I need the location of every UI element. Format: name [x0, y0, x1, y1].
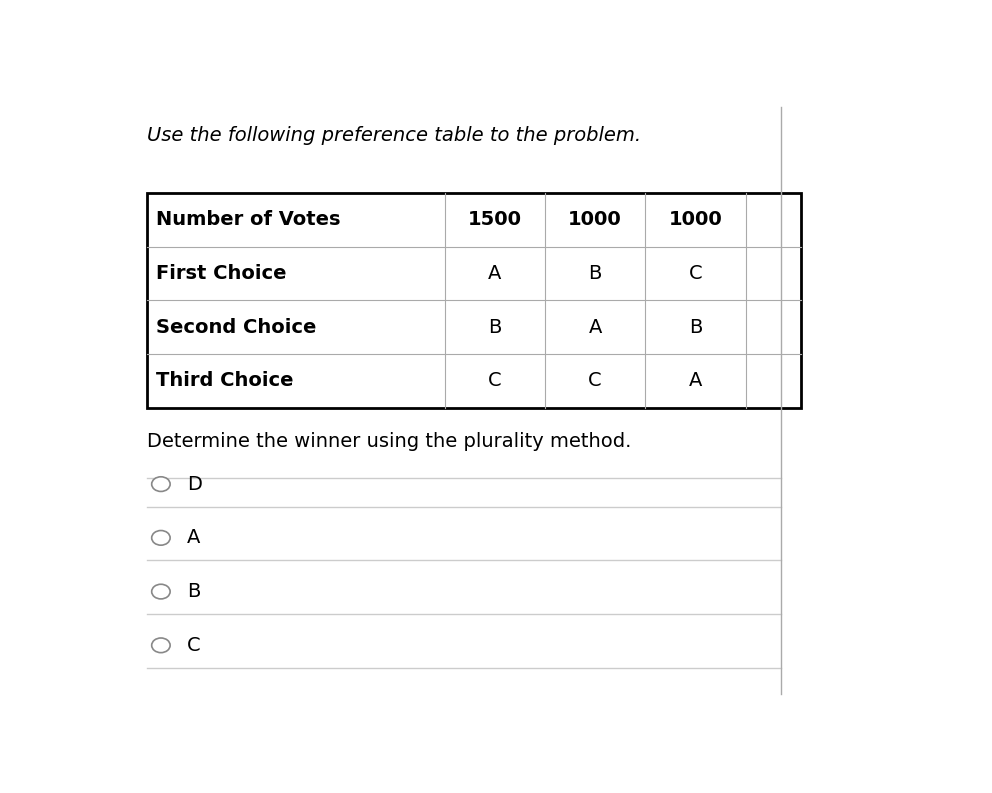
Text: 1000: 1000: [568, 210, 622, 229]
Circle shape: [152, 584, 171, 599]
Text: First Choice: First Choice: [157, 264, 287, 283]
Text: Third Choice: Third Choice: [157, 371, 294, 390]
Text: C: C: [488, 371, 502, 390]
Text: C: C: [588, 371, 602, 390]
Bar: [147, 193, 801, 408]
Text: Number of Votes: Number of Votes: [157, 210, 341, 229]
Text: B: B: [488, 318, 502, 337]
Text: A: A: [187, 528, 200, 547]
Text: 1000: 1000: [669, 210, 722, 229]
Circle shape: [152, 531, 171, 545]
Circle shape: [152, 477, 171, 492]
Text: Second Choice: Second Choice: [157, 318, 316, 337]
Text: A: A: [588, 318, 602, 337]
Text: B: B: [588, 264, 602, 283]
Text: B: B: [688, 318, 702, 337]
Text: A: A: [488, 264, 502, 283]
Text: A: A: [688, 371, 702, 390]
Text: C: C: [688, 264, 702, 283]
Text: B: B: [187, 582, 200, 601]
Text: D: D: [187, 475, 202, 493]
Text: 1500: 1500: [468, 210, 522, 229]
Circle shape: [152, 638, 171, 653]
Text: Use the following preference table to the problem.: Use the following preference table to th…: [147, 126, 641, 144]
Text: Determine the winner using the plurality method.: Determine the winner using the plurality…: [147, 432, 632, 451]
Text: C: C: [187, 636, 200, 655]
